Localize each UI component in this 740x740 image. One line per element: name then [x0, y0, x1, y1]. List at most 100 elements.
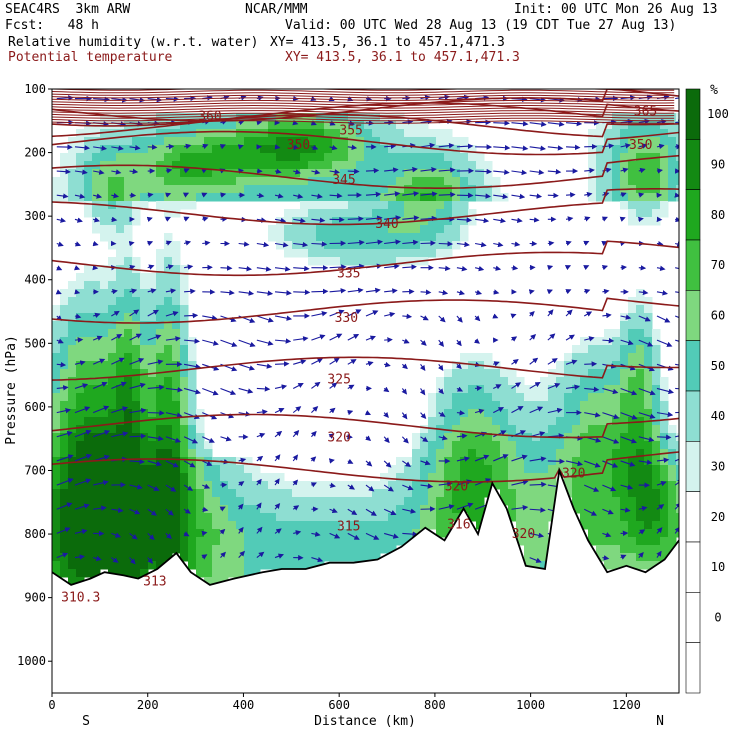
wind-vector — [602, 460, 619, 468]
wind-vector — [111, 288, 118, 295]
theta-contour — [52, 99, 675, 104]
wind-vector — [238, 550, 245, 558]
wind-vector — [292, 429, 300, 438]
y-axis-title: Pressure (hPa) — [4, 335, 19, 445]
wind-vector — [56, 385, 69, 391]
wind-vector — [529, 481, 547, 488]
wind-vector — [456, 289, 466, 296]
wind-vector — [529, 334, 537, 341]
wind-vector — [184, 264, 194, 270]
wind-vector — [383, 508, 397, 516]
theta-contour — [52, 107, 675, 112]
wind-vector — [528, 289, 535, 295]
theta-label: 320 — [512, 527, 535, 542]
wind-vector — [384, 167, 399, 173]
wind-vector — [256, 478, 262, 486]
wind-vector — [74, 360, 86, 366]
wind-vector — [274, 144, 281, 150]
wind-vector — [365, 167, 380, 174]
wind-vector — [620, 507, 631, 513]
wind-vector — [656, 480, 667, 487]
wind-vector — [56, 193, 69, 199]
wind-vector — [347, 359, 357, 365]
wind-vector — [111, 532, 122, 538]
wind-vector — [493, 265, 502, 271]
wind-vector — [347, 532, 360, 540]
wind-vector — [92, 335, 103, 341]
theta-label: 340 — [375, 217, 398, 232]
wind-vector — [529, 217, 540, 223]
wind-vector — [547, 333, 556, 341]
wind-vector — [201, 554, 208, 560]
wind-vector — [329, 169, 341, 175]
wind-vector — [165, 412, 183, 418]
wind-vector — [165, 336, 181, 342]
wind-vector — [602, 532, 612, 538]
wind-vector — [111, 557, 119, 563]
y-tick-label: 400 — [24, 273, 46, 287]
x-axis: 0 200 400 600 800 1000 1200 — [48, 693, 641, 712]
colorbar-segment — [685, 290, 701, 341]
wind-vector — [384, 532, 399, 539]
wind-vector — [311, 311, 328, 317]
wind-vector — [74, 169, 88, 175]
wind-vector — [93, 555, 102, 562]
theta-label: 350 — [629, 138, 652, 153]
model-label: SEAC4RS 3km ARW — [5, 2, 131, 17]
wind-vector — [274, 266, 291, 272]
wind-vector — [311, 193, 323, 199]
wind-vector — [365, 96, 373, 102]
wind-vector — [474, 408, 485, 415]
wind-vector — [602, 288, 610, 295]
wind-vector — [438, 339, 444, 348]
wind-vector — [420, 412, 427, 420]
colorbar-segment — [685, 491, 701, 543]
wind-vector — [56, 502, 73, 510]
wind-vector — [310, 120, 317, 126]
wind-vector — [638, 551, 644, 558]
wind-vector — [238, 481, 245, 487]
wind-vector — [402, 313, 413, 320]
wind-vector — [456, 410, 466, 416]
wind-vector — [529, 456, 547, 462]
wind-vector — [147, 309, 159, 317]
wind-vector — [147, 460, 162, 467]
wind-vector — [237, 144, 244, 150]
wind-vector — [347, 458, 354, 464]
field-theta-xy: XY= 413.5, 36.1 to 457.1,471.3 — [285, 50, 520, 65]
wind-vector — [329, 309, 345, 317]
wind-vector — [511, 265, 519, 271]
wind-vector — [511, 504, 529, 511]
wind-vector — [74, 217, 83, 223]
wind-vector — [456, 386, 464, 392]
wind-vector — [493, 289, 500, 295]
theta-contour — [52, 97, 675, 101]
wind-vector — [310, 430, 317, 438]
wind-vector — [202, 436, 215, 443]
terrain-fill — [52, 470, 679, 693]
wind-vector — [456, 241, 470, 248]
colorbar: 0 10 20 30 40 50 60 70 80 90 100 — [685, 88, 729, 694]
theta-label: 320 — [327, 430, 350, 445]
wind-vector — [56, 552, 69, 559]
wind-vector — [329, 193, 343, 199]
theta-contour — [52, 104, 675, 109]
wind-vector — [511, 169, 528, 176]
wind-vector — [274, 242, 289, 248]
wind-vector — [547, 240, 555, 247]
wind-vector — [493, 384, 502, 390]
wind-vector — [129, 168, 139, 175]
wind-vector — [147, 557, 154, 564]
wind-vector — [620, 387, 638, 396]
wind-vector — [420, 191, 438, 197]
theta-label: 345 — [332, 173, 355, 188]
wind-vector — [183, 143, 192, 150]
wind-vector — [474, 289, 483, 295]
wind-vector — [529, 169, 545, 175]
colorbar-segment — [685, 592, 701, 643]
colorbar-tick-label: 30 — [711, 460, 725, 474]
wind-vector — [292, 406, 302, 414]
wind-vector — [74, 145, 91, 151]
wind-vector — [293, 217, 306, 224]
wind-vector — [419, 363, 426, 371]
